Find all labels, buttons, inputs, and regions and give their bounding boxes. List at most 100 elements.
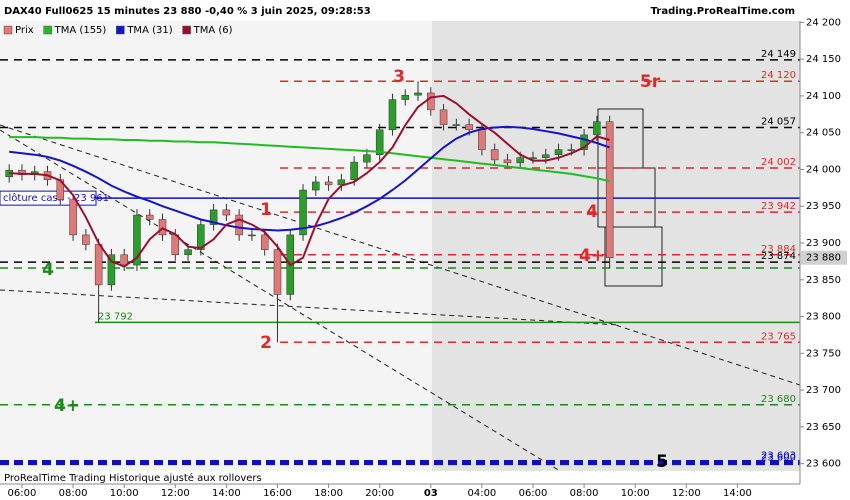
candle-body [120, 254, 128, 266]
candle-body [465, 124, 473, 130]
annotation: 5r [640, 72, 661, 92]
chart-title: DAX40 Full0625 15 minutes 23 880 -0,40 %… [4, 6, 371, 17]
level-label: 23 942 [761, 201, 796, 212]
y-tick-label: 23 650 [806, 422, 841, 433]
candle-body [197, 224, 205, 250]
annotation: 4 [42, 260, 54, 280]
candle-body [94, 244, 103, 286]
level-label: 24 149 [761, 49, 796, 60]
candle-body [363, 154, 371, 163]
zone-box [604, 226, 663, 287]
candle-body [401, 94, 409, 100]
x-tick-label: 04:00 [467, 488, 496, 499]
level-label: 23 680 [761, 394, 796, 405]
candle-body [222, 209, 231, 216]
level-label: 23 603 [761, 450, 796, 461]
candle-body [248, 234, 256, 237]
y-tick-label: 23 750 [806, 348, 841, 359]
candle-body [414, 92, 422, 96]
annotation: 3 [393, 67, 405, 87]
level-label: 23 874 [761, 251, 796, 262]
candle-body [145, 214, 154, 220]
candle-body [69, 199, 77, 236]
candle-body [554, 149, 563, 155]
x-tick-label: 06:00 [8, 488, 37, 499]
axis-background [0, 471, 800, 500]
x-tick-label: 16:00 [263, 488, 292, 499]
level-label: 23 765 [761, 331, 796, 342]
legend-swatch [182, 25, 191, 35]
x-tick-label: 08:00 [570, 488, 599, 499]
candle-body [580, 134, 588, 150]
candle-body [427, 92, 435, 111]
level-label: 23 792 [98, 311, 133, 322]
level-label: 23 884 [761, 244, 796, 255]
y-tick-label: 23 900 [806, 238, 841, 249]
candle-body [567, 149, 576, 151]
candle-body [324, 181, 333, 186]
legend-swatch [3, 25, 13, 35]
trend-line [0, 289, 621, 326]
x-tick-label: 06:00 [519, 488, 548, 499]
y-tick-label: 24 100 [806, 91, 841, 102]
candle-body [478, 129, 486, 150]
tma-line [9, 125, 610, 232]
level-label: clôture cash - 23 961 [3, 192, 109, 204]
legend-label: TMA (6) [193, 25, 233, 36]
trend-line [0, 129, 561, 472]
candle-body [260, 234, 269, 250]
x-tick-label: 14:00 [212, 488, 241, 499]
annotation: 1 [260, 200, 272, 220]
current-price-box [801, 250, 847, 265]
level-label: 24 057 [761, 117, 796, 128]
y-tick-label: 24 050 [806, 128, 841, 139]
candle-body [209, 209, 218, 225]
y-tick-label: 24 000 [806, 164, 841, 175]
candle-body [299, 189, 307, 236]
axis-background [800, 0, 850, 500]
annotation: 4+ [54, 396, 80, 416]
x-tick-label: 12:00 [672, 488, 701, 499]
y-tick-label: 23 600 [806, 459, 841, 470]
legend-swatch [43, 25, 52, 35]
candle-body [350, 161, 358, 180]
x-tick-label: 08:00 [59, 488, 88, 499]
legend-label: TMA (155) [54, 25, 107, 36]
candle-body [490, 149, 499, 161]
candle-body [388, 99, 397, 130]
footer: ProRealTime Trading Historique ajusté au… [4, 472, 262, 484]
y-tick-label: 23 800 [806, 312, 841, 323]
tma-line [9, 136, 610, 183]
plot-area: 24 149 24 120 24 057 24 002 clôture cash - 2… [0, 49, 801, 472]
candle-body [516, 157, 524, 164]
x-tick-label: 10:00 [621, 488, 650, 499]
candle-body [503, 159, 512, 164]
y-tick-label: 24 150 [806, 54, 841, 65]
candle-body [273, 249, 282, 295]
candle-body [312, 181, 320, 191]
candle-body [439, 109, 448, 125]
session-background [0, 15, 432, 471]
source: Trading.ProRealTime.com [651, 6, 795, 17]
x-tick-label: 12:00 [161, 488, 190, 499]
current-price: 23 880 [806, 253, 841, 264]
legend-label: Prix [15, 25, 34, 36]
x-tick-label: 03 [424, 488, 438, 499]
x-tick-label: 10:00 [110, 488, 139, 499]
candle-body [158, 219, 167, 236]
candle-body [452, 124, 461, 126]
annotation: 4+ [579, 246, 605, 266]
session-background [432, 15, 800, 471]
annotation: 2 [260, 333, 272, 353]
candle-body [375, 129, 384, 155]
annotation: 5 [656, 452, 668, 472]
y-tick-label: 24 200 [806, 17, 841, 28]
y-tick-label: 23 850 [806, 275, 841, 286]
header-background [0, 0, 850, 21]
candle-body [542, 154, 550, 158]
level-label: 24 120 [761, 70, 796, 81]
candle-body [605, 121, 614, 258]
x-tick-label: 20:00 [365, 488, 394, 499]
x-tick-label: 14:00 [723, 488, 752, 499]
